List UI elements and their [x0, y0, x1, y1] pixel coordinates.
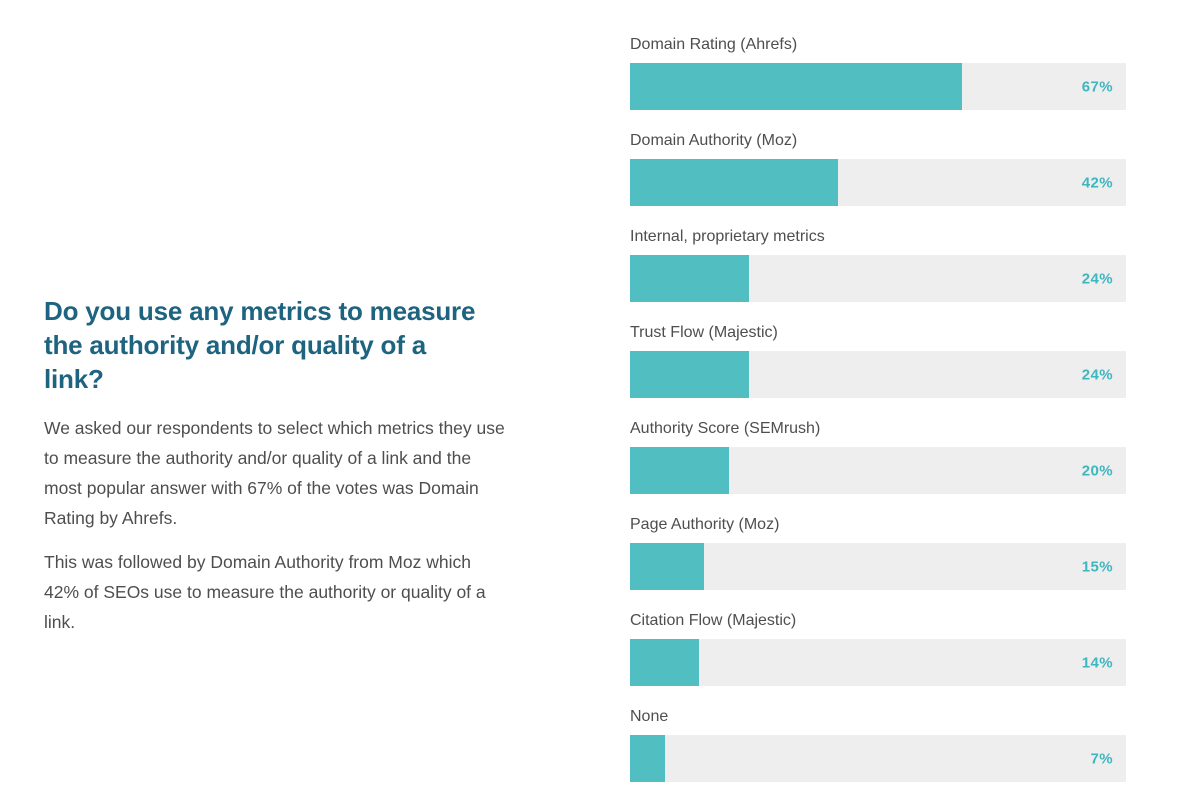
bar-fill [630, 639, 700, 686]
bar-track: 7% [630, 735, 1126, 782]
bar-value-label: 24% [1081, 270, 1113, 287]
bar-category-label: Domain Rating (Ahrefs) [630, 36, 798, 53]
bar-category-label: None [630, 708, 669, 725]
bar-track: 24% [630, 351, 1126, 398]
article-text-column: Do you use any metrics to measure the au… [44, 294, 549, 651]
bar-row: Trust Flow (Majestic) 24% [630, 324, 1126, 398]
bar-value-label: 20% [1081, 462, 1113, 479]
bar-fill [630, 543, 705, 590]
bar-row: Citation Flow (Majestic) 14% [630, 612, 1126, 686]
bar-row: Authority Score (SEMrush) 20% [630, 420, 1126, 494]
bar-track: 67% [630, 63, 1126, 110]
bar-fill [630, 63, 963, 110]
bar-category-label: Trust Flow (Majestic) [630, 324, 778, 341]
bar-category-label: Page Authority (Moz) [630, 516, 780, 533]
bar-chart: Domain Rating (Ahrefs) 67% Domain Author… [630, 36, 1126, 795]
bar-fill [630, 735, 665, 782]
bar-fill [630, 447, 730, 494]
bar-value-label: 67% [1081, 78, 1113, 95]
bar-category-label: Internal, proprietary metrics [630, 228, 825, 245]
bar-value-label: 24% [1081, 366, 1113, 383]
bar-category-label: Citation Flow (Majestic) [630, 612, 797, 629]
bar-track: 24% [630, 255, 1126, 302]
bar-category-label: Domain Authority (Moz) [630, 132, 798, 149]
bar-row: Page Authority (Moz) 15% [630, 516, 1126, 590]
bar-track: 20% [630, 447, 1126, 494]
article-paragraph-1: We asked our respondents to select which… [44, 418, 505, 528]
bar-row: Domain Rating (Ahrefs) 67% [630, 36, 1126, 110]
bar-fill [630, 351, 750, 398]
bar-row: Internal, proprietary metrics 24% [630, 228, 1126, 302]
bar-row: None 7% [630, 708, 1126, 782]
bar-value-label: 14% [1081, 654, 1113, 671]
bar-track: 42% [630, 159, 1126, 206]
page-title: Do you use any metrics to measure the au… [44, 296, 476, 394]
article-paragraph-2: This was followed by Domain Authority fr… [44, 552, 486, 632]
bar-category-label: Authority Score (SEMrush) [630, 420, 821, 437]
bar-value-label: 15% [1081, 558, 1113, 575]
bar-row: Domain Authority (Moz) 42% [630, 132, 1126, 206]
bar-fill [630, 255, 750, 302]
bar-track: 15% [630, 543, 1126, 590]
bar-value-label: 7% [1090, 750, 1113, 767]
bar-fill [630, 159, 839, 206]
bar-track: 14% [630, 639, 1126, 686]
bar-value-label: 42% [1081, 174, 1113, 191]
